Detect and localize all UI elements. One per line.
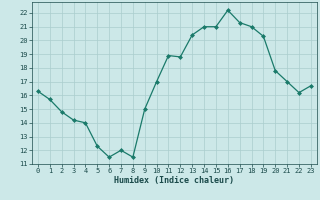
X-axis label: Humidex (Indice chaleur): Humidex (Indice chaleur) xyxy=(115,176,234,185)
